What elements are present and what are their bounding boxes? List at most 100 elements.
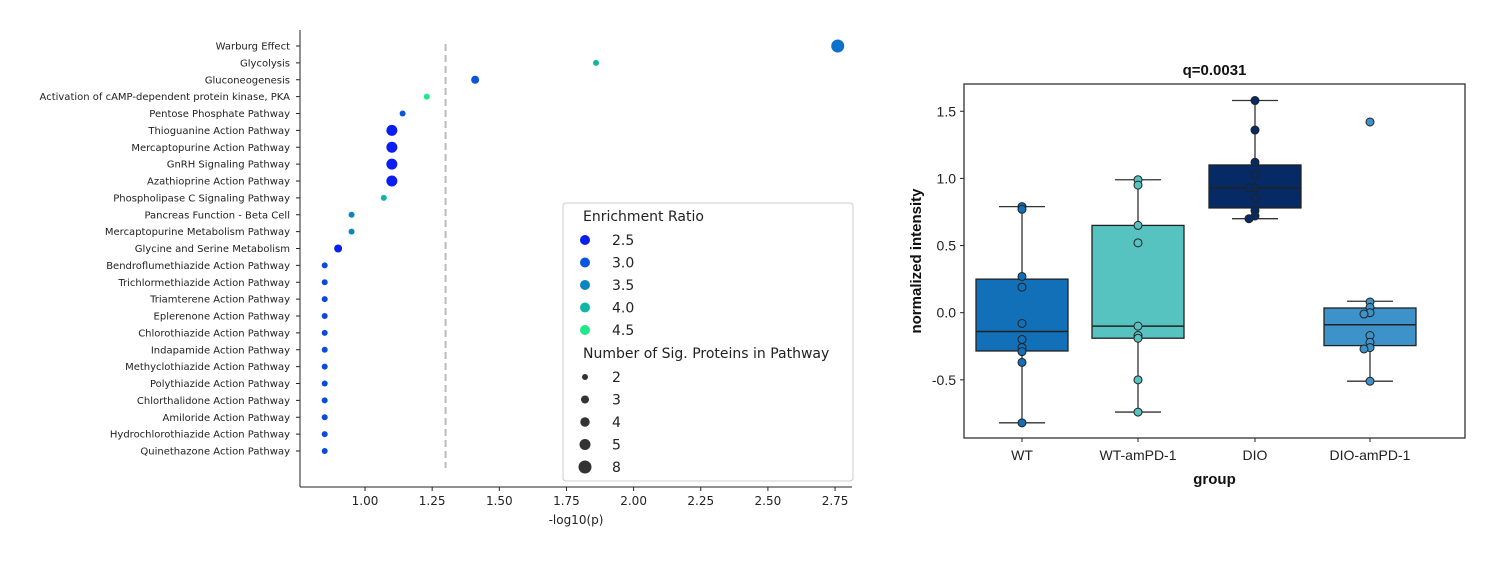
pathway-label: Amiloride Action Pathway [162, 413, 290, 424]
pathway-label: Mercaptopurine Metabolism Pathway [105, 227, 290, 238]
y-tick-label: 0.0 [937, 305, 957, 321]
pathway-label: Gluconeogenesis [205, 75, 290, 86]
pathway-label: Activation of cAMP-dependent protein kin… [40, 92, 291, 103]
data-point [1017, 282, 1027, 292]
pathway-label: GnRH Signaling Pathway [167, 160, 290, 171]
data-point [321, 363, 328, 370]
data-point [831, 39, 845, 53]
pathway-label: Chlorothiazide Action Pathway [138, 328, 290, 339]
pathway-label: Methyclothiazide Action Pathway [125, 362, 290, 373]
data-point [380, 194, 387, 201]
pathway-label: Indapamide Action Pathway [151, 345, 290, 356]
data-point [321, 346, 328, 353]
legend-size-label: 8 [612, 460, 621, 476]
data-point [399, 110, 406, 117]
pathway-label: Hydrochlorothiazide Action Pathway [110, 430, 290, 441]
legend-size-label: 4 [612, 415, 621, 431]
legend-size-title: Number of Sig. Proteins in Pathway [583, 346, 829, 362]
pathway-label: Trichlormethiazide Action Pathway [117, 278, 290, 289]
legend-color-label: 4.0 [612, 301, 634, 317]
x-tick-label: 1.75 [553, 494, 580, 508]
x-tick-label: 1.50 [486, 494, 513, 508]
data-point [1359, 344, 1369, 354]
legend-size-swatch [579, 439, 591, 450]
legend-color-swatch [580, 235, 590, 245]
data-point [321, 380, 328, 387]
pathway-label: Bendroflumethiazide Action Pathway [106, 261, 290, 272]
data-point [1133, 333, 1143, 343]
data-point [1365, 376, 1375, 386]
pathway-label: Polythiazide Action Pathway [150, 379, 290, 390]
data-point [1017, 318, 1027, 328]
data-point [1133, 220, 1143, 230]
data-point [321, 431, 328, 438]
data-point [423, 93, 430, 100]
pathway-label: Mercaptopurine Action Pathway [131, 143, 290, 154]
data-point [1017, 418, 1027, 428]
data-point [348, 211, 355, 218]
pathway-label: Quinethazone Action Pathway [140, 447, 290, 458]
legend-size-swatch [581, 395, 589, 404]
pathway-label: Triamterene Action Pathway [149, 295, 290, 306]
group-label: WT-amPD-1 [1100, 447, 1177, 463]
data-point [1133, 180, 1143, 190]
data-point [1250, 96, 1260, 106]
data-point [334, 244, 343, 253]
legend-color-label: 4.5 [612, 323, 634, 339]
pathway-label: Glycolysis [240, 58, 290, 69]
pathway-label: Chlorthalidone Action Pathway [137, 396, 290, 407]
data-point [1244, 183, 1254, 193]
data-point [1133, 407, 1143, 417]
data-point [321, 397, 328, 404]
data-point [1017, 347, 1027, 357]
legend-size-swatch [578, 460, 592, 474]
x-tick-label: 2.00 [620, 494, 647, 508]
group-boxplot-chart: q=0.0031 -0.5 0.0 0.5 1.0 1.5 normalized inten… [908, 62, 1466, 488]
pathway-label: Warburg Effect [216, 42, 290, 53]
y-tick-label: 0.5 [937, 238, 957, 254]
pathway-label: Glycine and Serine Metabolism [135, 244, 290, 255]
data-point [1133, 238, 1143, 248]
data-point [321, 329, 328, 336]
y-tick-label: 1.0 [937, 170, 957, 186]
legend-size-label: 2 [612, 370, 621, 386]
data-point [1017, 271, 1027, 281]
pathway-label: Pancreas Function - Beta Cell [144, 210, 290, 221]
x-tick-label: 2.75 [822, 494, 849, 508]
group-label: WT [1011, 447, 1033, 463]
pathway-label: Phospholipase C Signaling Pathway [113, 193, 290, 204]
data-point [1133, 321, 1143, 331]
x-tick-label: 2.50 [755, 494, 782, 508]
data-point [592, 59, 599, 66]
legend-color-swatch [580, 257, 590, 268]
legend-size-label: 3 [612, 393, 621, 409]
chart-title: q=0.0031 [1183, 62, 1247, 79]
data-point [1250, 194, 1260, 204]
legend-color-swatch [580, 280, 590, 290]
x-axis-label: group [1193, 471, 1236, 488]
y-axis-label: normalized intensity [908, 188, 925, 334]
group-label: DIO [1243, 447, 1268, 463]
y-tick-label: -0.5 [932, 372, 956, 388]
y-tick-label: 1.5 [937, 103, 957, 119]
data-point [386, 175, 398, 187]
data-point [1133, 375, 1143, 385]
pathway-label: Eplerenone Action Pathway [154, 312, 291, 323]
data-point [386, 124, 398, 136]
legend-color-title: Enrichment Ratio [583, 209, 704, 225]
legend-color-label: 3.5 [612, 278, 634, 294]
pathway-label: Pentose Phosphate Pathway [149, 109, 290, 120]
data-point [1017, 357, 1027, 367]
plot-frame [963, 83, 1466, 439]
data-point [1250, 169, 1260, 179]
data-point [321, 296, 328, 303]
data-point [321, 313, 328, 319]
data-point [1244, 214, 1254, 224]
legend-size-swatch [580, 417, 590, 427]
legend-color-label: 3.0 [612, 256, 634, 272]
data-point [1017, 335, 1027, 345]
legend-size-swatch [582, 374, 588, 380]
x-tick-label: 1.00 [352, 494, 379, 508]
data-point [1250, 125, 1260, 135]
